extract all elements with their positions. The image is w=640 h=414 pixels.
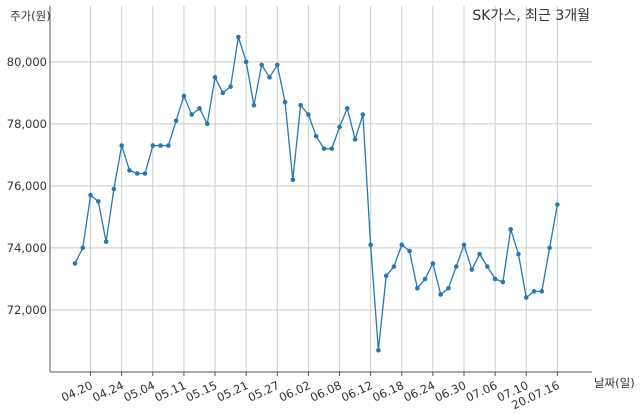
data-point: [80, 245, 86, 251]
data-point: [96, 199, 101, 204]
data-point: [485, 264, 490, 269]
data-point: [274, 62, 280, 68]
y-tick-label: 74,000: [7, 241, 47, 255]
data-point: [290, 177, 296, 182]
data-point: [282, 99, 288, 105]
data-point: [298, 102, 303, 108]
data-point: [523, 295, 529, 300]
data-point: [313, 133, 319, 139]
price-series-line: [74, 36, 559, 351]
data-point: [204, 121, 210, 127]
axes: [49, 6, 592, 376]
data-point: [430, 261, 436, 266]
data-point: [547, 245, 552, 251]
data-point: [461, 242, 467, 248]
x-axis-label: 날짜(일): [594, 376, 635, 390]
data-point: [111, 186, 117, 192]
data-point: [212, 75, 218, 80]
data-point: [119, 143, 124, 148]
data-point: [391, 264, 397, 269]
data-point: [72, 261, 78, 266]
data-point: [453, 264, 459, 269]
data-point: [539, 289, 545, 294]
data-point: [531, 289, 537, 294]
data-point: [415, 285, 420, 291]
data-point: [243, 59, 249, 65]
data-point: [469, 267, 475, 272]
data-point: [88, 192, 93, 198]
data-point: [251, 102, 257, 108]
data-point: [407, 248, 412, 254]
data-point: [555, 202, 560, 207]
data-point: [306, 112, 311, 117]
data-point: [368, 242, 373, 248]
data-point: [399, 242, 405, 248]
data-point: [220, 90, 226, 96]
data-point: [500, 279, 506, 285]
data-point: [337, 124, 342, 130]
data-point: [127, 168, 132, 173]
chart-title: SK가스, 최근 3개월: [472, 8, 590, 24]
y-tick-label: 80,000: [7, 55, 47, 69]
data-point: [181, 93, 187, 99]
data-point: [267, 75, 272, 80]
data-point: [376, 347, 381, 353]
data-point: [352, 137, 358, 142]
data-point: [360, 112, 366, 117]
data-point: [166, 143, 171, 148]
y-axis-label: 주가(원): [10, 9, 51, 23]
y-tick-label: 76,000: [7, 179, 47, 193]
data-point: [321, 146, 327, 151]
data-point: [329, 146, 335, 151]
data-point: [383, 273, 389, 279]
data-point: [345, 106, 350, 111]
data-point: [158, 143, 163, 148]
x-axis-ticks: 04.2004.2405.0405.1105.1505.2105.2706.02…: [59, 378, 562, 412]
data-point: [236, 34, 241, 40]
data-point: [103, 239, 109, 245]
y-tick-label: 72,000: [7, 303, 47, 317]
data-point: [438, 292, 443, 297]
data-point: [228, 84, 233, 89]
data-point: [173, 118, 179, 124]
data-point: [516, 251, 521, 257]
y-axis-ticks: 72,000 74,000 76,000 78,000 80,000: [7, 55, 47, 317]
price-series-points: [72, 34, 560, 353]
data-point: [197, 106, 202, 111]
data-point: [134, 171, 140, 176]
data-point: [492, 276, 498, 282]
data-point: [446, 285, 451, 291]
y-tick-label: 78,000: [7, 117, 47, 131]
data-point: [259, 62, 265, 68]
data-point: [477, 251, 482, 257]
data-point: [422, 276, 428, 282]
data-point: [142, 171, 148, 176]
grid-lines: [50, 6, 592, 372]
data-point: [150, 143, 156, 148]
data-point: [189, 112, 194, 117]
data-point: [508, 227, 513, 232]
